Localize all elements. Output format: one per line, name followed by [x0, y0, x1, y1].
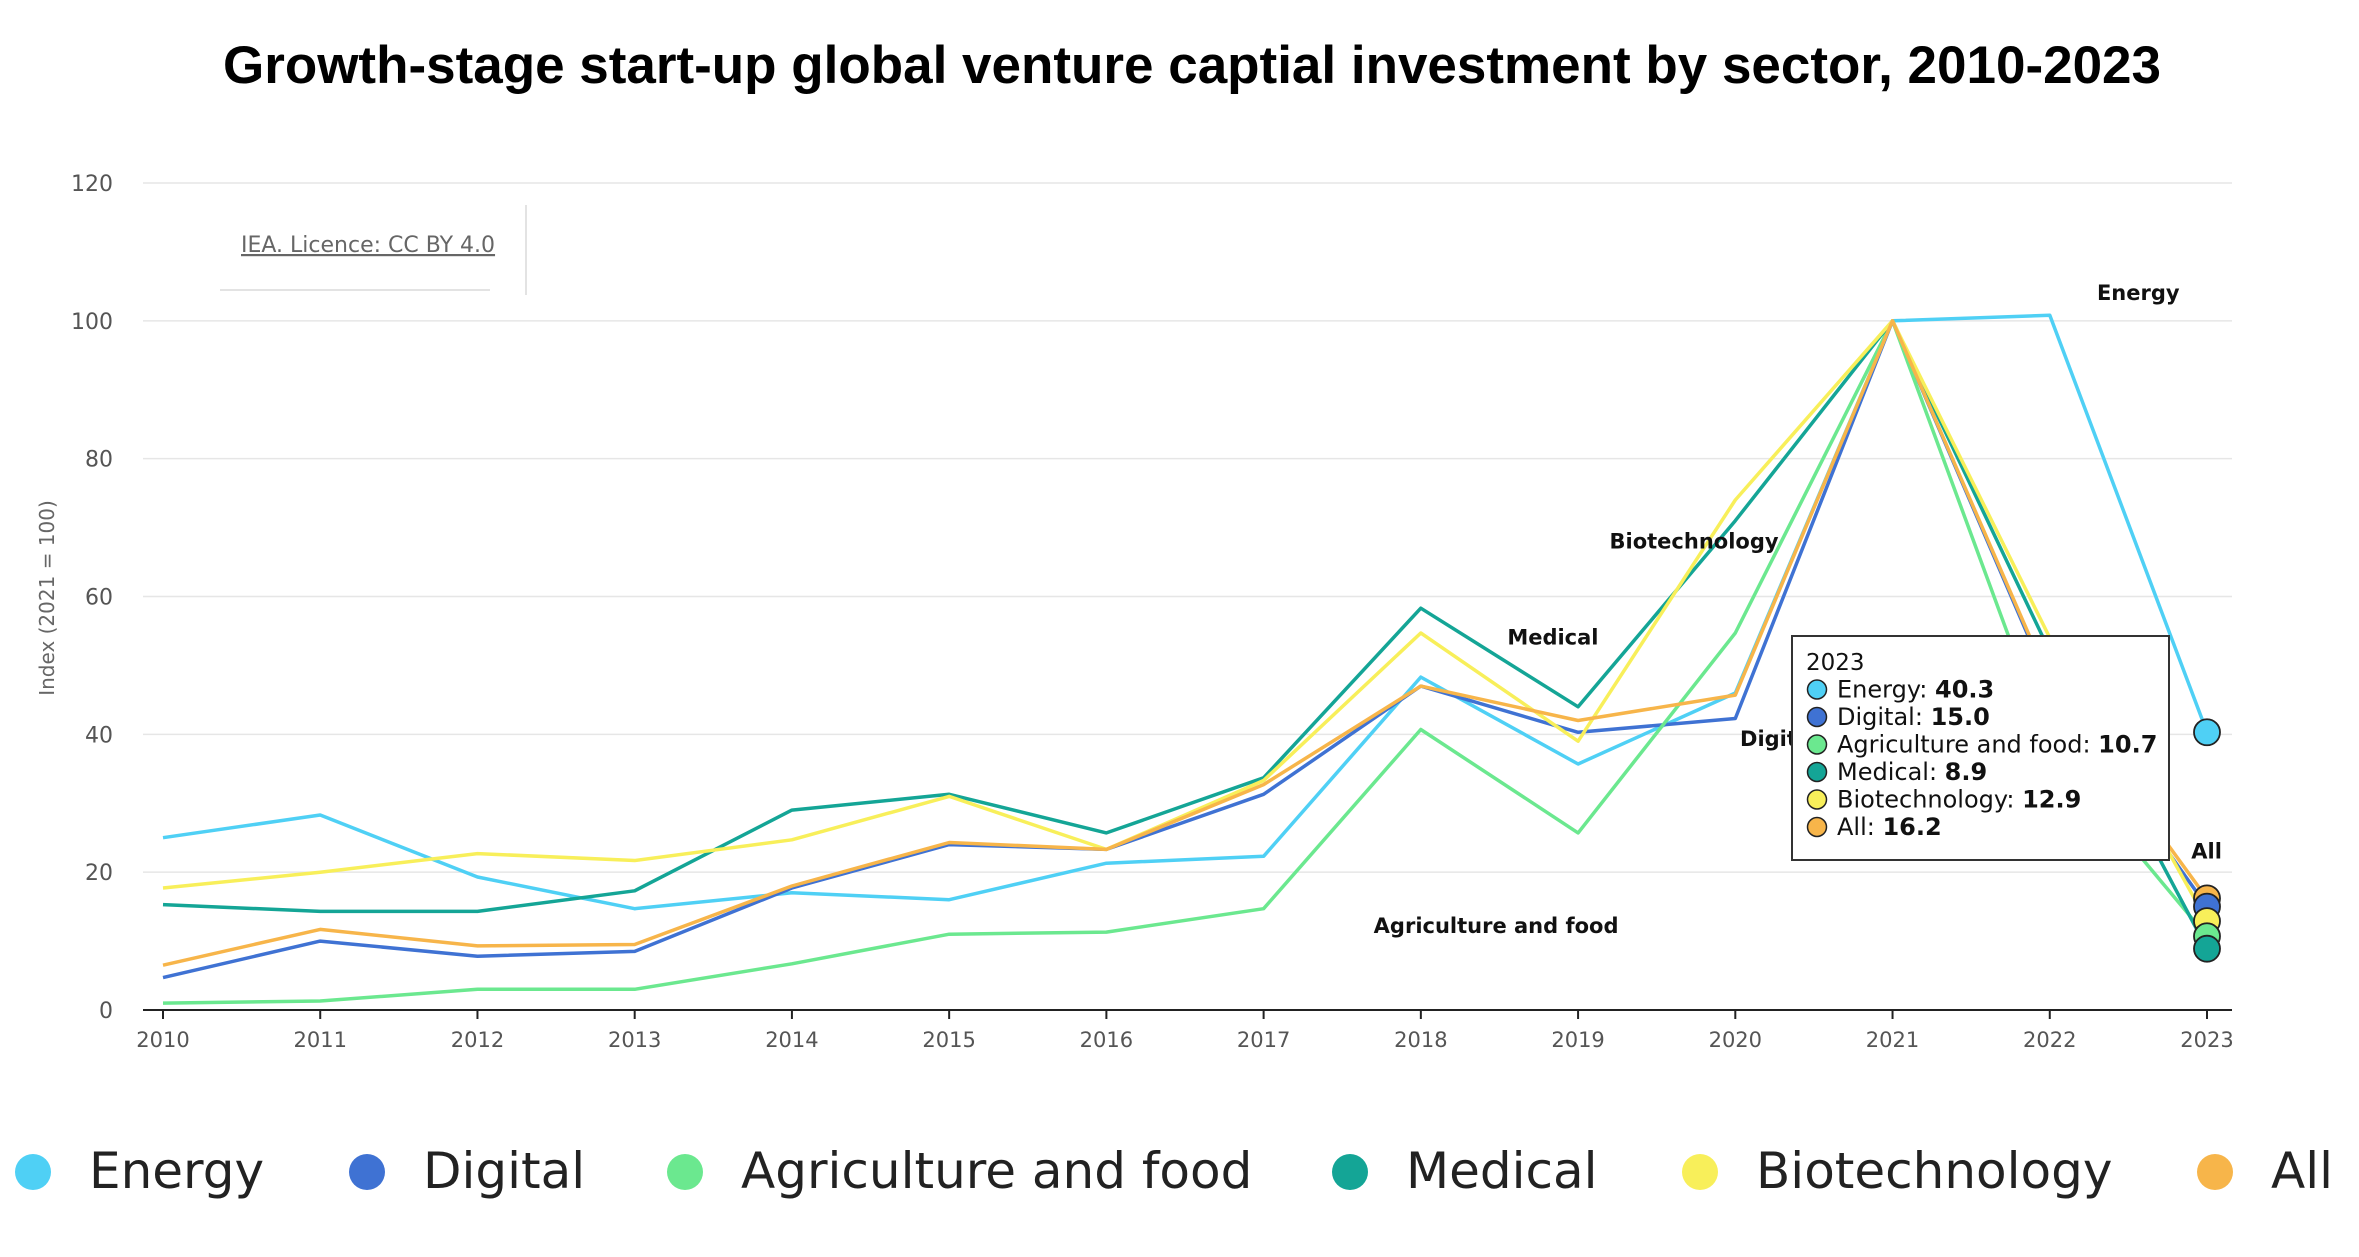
tooltip-row-agriculture-and-food: Agriculture and food: 10.7 [1837, 731, 2157, 759]
annotation-all: All [2191, 839, 2222, 863]
tooltip-header: 2023 [1806, 650, 1865, 676]
endpoint-marker-medical[interactable] [2193, 934, 2221, 963]
credit-link[interactable]: IEA. Licence: CC BY 4.0 [241, 233, 495, 258]
legend-swatch-all [2197, 1154, 2233, 1190]
x-tick-label: 2013 [608, 1028, 661, 1052]
legend-label-digital: Digital [423, 1142, 585, 1200]
tooltip-row-all: All: 16.2 [1837, 813, 1942, 841]
tooltip-swatch-agriculture-and-food [1806, 734, 1828, 755]
series-line-medical [162, 319, 2209, 950]
annotation-medical: Medical [1507, 626, 1598, 650]
tooltip-swatch-biotechnology [1806, 789, 1828, 810]
series-annotations: Energy Biotechnology Medical Agriculture an… [1374, 281, 2222, 938]
y-tick-label: 40 [85, 723, 113, 748]
x-axis: 2010 2011 2012 2013 2014 2015 2016 2017 2018 2019… [136, 1010, 2234, 1052]
legend-label-all: All [2271, 1142, 2333, 1200]
legend-label-medical: Medical [1406, 1142, 1598, 1200]
y-tick-label: 100 [71, 310, 113, 335]
annotation-agriculture-and-food: Agriculture and food [1374, 914, 1619, 938]
legend-item-all[interactable]: All [2197, 1142, 2333, 1200]
x-tick-label: 2023 [2180, 1028, 2233, 1052]
y-axis: 0 20 40 60 80 100 120 [71, 172, 113, 1024]
chart-title: Growth-stage start-up global venture cap… [223, 36, 2161, 95]
x-tick-label: 2019 [1551, 1028, 1604, 1052]
tooltip-swatch-medical [1806, 761, 1828, 783]
y-tick-label: 80 [85, 448, 113, 473]
x-tick-label: 2020 [1709, 1028, 1762, 1052]
legend[interactable]: Energy Digital Agriculture and food Medical… [15, 1142, 2333, 1200]
legend-swatch-biotechnology [1682, 1154, 1718, 1190]
legend-item-digital[interactable]: Digital [349, 1142, 585, 1200]
gridlines [143, 182, 2232, 1011]
annotation-digit: Digit [1740, 727, 1797, 751]
legend-label-agriculture-and-food: Agriculture and food [741, 1142, 1252, 1200]
x-tick-label: 2011 [294, 1028, 347, 1052]
legend-item-agriculture-and-food[interactable]: Agriculture and food [667, 1142, 1252, 1200]
x-tick-label: 2017 [1237, 1028, 1290, 1052]
tooltip-swatch-energy [1806, 679, 1828, 700]
endpoint-marker-energy[interactable] [2193, 718, 2221, 747]
legend-label-biotechnology: Biotechnology [1756, 1142, 2112, 1200]
y-tick-label: 60 [85, 586, 113, 611]
x-tick-label: 2021 [1866, 1028, 1919, 1052]
x-tick-label: 2010 [136, 1028, 189, 1052]
tooltip-row-medical: Medical: 8.9 [1837, 758, 1987, 786]
tooltip-swatch-all [1806, 816, 1828, 838]
tooltip-box [1791, 635, 2170, 861]
x-tick-label: 2022 [2023, 1028, 2076, 1052]
y-axis-label: Index (2021 = 100) [35, 500, 59, 696]
x-tick-label: 2012 [451, 1028, 504, 1052]
x-tick-label: 2014 [765, 1028, 818, 1052]
y-tick-label: 20 [85, 861, 113, 886]
y-tick-label: 120 [71, 172, 113, 197]
tooltip-row-biotechnology: Biotechnology: 12.9 [1837, 786, 2081, 814]
x-tick-label: 2018 [1394, 1028, 1447, 1052]
series-line-biotechnology [162, 319, 2209, 922]
legend-swatch-energy [15, 1154, 51, 1190]
y-tick-label: 0 [99, 999, 113, 1024]
legend-swatch-medical [1332, 1154, 1368, 1190]
tooltip-swatch-digital [1806, 706, 1828, 728]
legend-swatch-digital [349, 1154, 385, 1190]
series-endpoints[interactable] [2193, 718, 2221, 963]
x-tick-label: 2016 [1080, 1028, 1133, 1052]
x-tick-label: 2015 [922, 1028, 975, 1052]
series-lines [162, 313, 2209, 1005]
legend-item-medical[interactable]: Medical [1332, 1142, 1598, 1200]
series-line-all [162, 319, 2209, 967]
legend-swatch-agriculture-and-food [667, 1154, 703, 1190]
legend-item-energy[interactable]: Energy [15, 1142, 264, 1200]
legend-item-biotechnology[interactable]: Biotechnology [1682, 1142, 2112, 1200]
tooltip-row-energy: Energy: 40.3 [1837, 676, 1994, 704]
series-line-agriculture-and-food [162, 319, 2209, 1005]
tooltip-row-digital: Digital: 15.0 [1837, 703, 1990, 731]
annotation-energy: Energy [2097, 281, 2180, 305]
legend-label-energy: Energy [89, 1142, 264, 1200]
annotation-biotechnology: Biotechnology [1610, 529, 1779, 553]
